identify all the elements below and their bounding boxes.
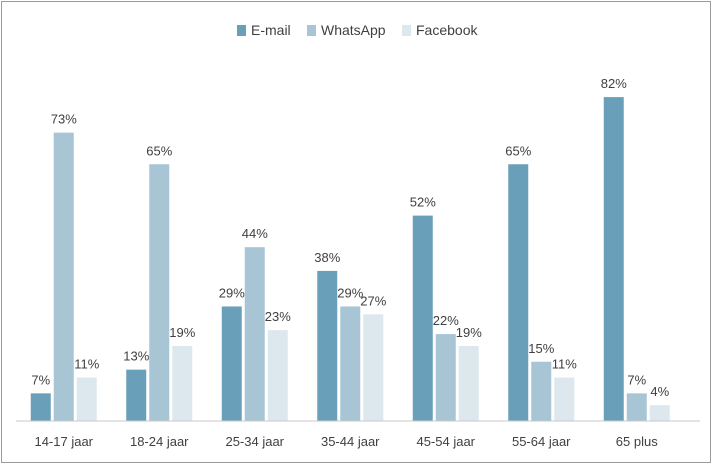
category-label: 25-34 jaar [225, 434, 284, 449]
data-label: 73% [51, 112, 77, 127]
bar-facebook-4 [458, 345, 479, 421]
data-label: 23% [265, 309, 291, 324]
data-label: 11% [74, 357, 99, 372]
data-labels: 7%73%11%13%65%19%29%44%23%38%29%27%52%22… [31, 76, 669, 399]
bar-e-mail-3 [317, 270, 338, 421]
data-label: 27% [360, 293, 386, 308]
category-labels: 14-17 jaar 18-24 jaar 25-34 jaar 35-44 jaar… [34, 434, 658, 449]
data-label: 15% [528, 341, 554, 356]
category-label: 18-24 jaar [130, 434, 189, 449]
data-label: 29% [337, 285, 363, 300]
legend-label: Facebook [416, 22, 478, 38]
bar-whatsapp-2 [244, 247, 265, 421]
bars [30, 97, 670, 421]
bar-whatsapp-0 [53, 132, 74, 421]
bar-whatsapp-6 [626, 393, 647, 421]
data-label: 19% [169, 325, 195, 340]
legend-label: E-mail [251, 22, 291, 38]
data-label: 7% [31, 372, 50, 387]
bar-whatsapp-4 [435, 334, 456, 421]
bar-whatsapp-5 [531, 361, 552, 421]
legend-label: WhatsApp [321, 22, 386, 38]
data-label: 52% [410, 195, 436, 210]
legend: E-mail WhatsApp Facebook [237, 22, 478, 38]
data-label: 65% [146, 143, 172, 158]
bar-facebook-3 [363, 314, 384, 421]
data-label: 22% [433, 313, 459, 328]
category-label: 55-64 jaar [512, 434, 571, 449]
data-label: 65% [505, 143, 531, 158]
legend-swatch [237, 25, 246, 36]
data-label: 82% [601, 76, 627, 91]
category-label: 45-54 jaar [416, 434, 475, 449]
bar-facebook-0 [76, 377, 97, 421]
data-label: 29% [219, 285, 245, 300]
bar-e-mail-0 [30, 393, 51, 421]
bar-facebook-2 [267, 330, 288, 421]
bar-e-mail-6 [603, 97, 624, 421]
bar-whatsapp-3 [340, 306, 361, 421]
data-label: 13% [123, 349, 149, 364]
category-label: 35-44 jaar [321, 434, 380, 449]
data-label: 11% [552, 357, 577, 372]
bar-whatsapp-1 [149, 164, 170, 421]
data-label: 4% [650, 384, 669, 399]
bar-facebook-5 [554, 377, 575, 421]
data-label: 7% [627, 372, 646, 387]
data-label: 38% [314, 250, 340, 265]
bar-e-mail-5 [508, 164, 529, 421]
legend-swatch [307, 25, 316, 36]
category-label: 65 plus [616, 434, 658, 449]
bar-e-mail-4 [412, 215, 433, 421]
data-label: 19% [456, 325, 482, 340]
bar-facebook-1 [172, 345, 193, 421]
data-label: 44% [242, 226, 268, 241]
bar-e-mail-1 [126, 369, 147, 421]
legend-swatch [402, 25, 411, 36]
bar-e-mail-2 [221, 306, 242, 421]
bar-facebook-6 [649, 405, 670, 421]
category-label: 14-17 jaar [34, 434, 93, 449]
